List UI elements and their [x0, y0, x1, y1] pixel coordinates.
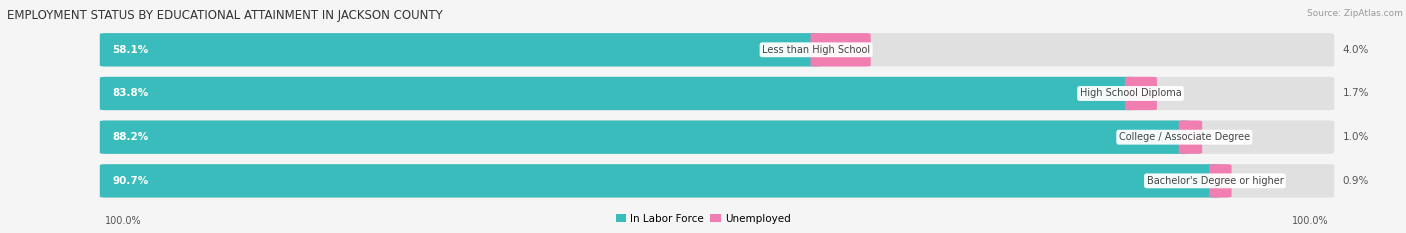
FancyBboxPatch shape [100, 120, 1189, 154]
Text: 58.1%: 58.1% [112, 45, 149, 55]
Text: Source: ZipAtlas.com: Source: ZipAtlas.com [1308, 9, 1403, 18]
FancyBboxPatch shape [100, 77, 1136, 110]
FancyBboxPatch shape [1125, 77, 1157, 110]
Text: 88.2%: 88.2% [112, 132, 149, 142]
FancyBboxPatch shape [100, 164, 1334, 198]
Text: College / Associate Degree: College / Associate Degree [1119, 132, 1250, 142]
FancyBboxPatch shape [100, 120, 1334, 154]
Text: 100.0%: 100.0% [1292, 216, 1329, 226]
Text: 4.0%: 4.0% [1343, 45, 1369, 55]
FancyBboxPatch shape [810, 33, 870, 66]
Text: High School Diploma: High School Diploma [1080, 89, 1181, 99]
Text: 90.7%: 90.7% [112, 176, 149, 186]
FancyBboxPatch shape [100, 33, 1334, 66]
Text: 1.7%: 1.7% [1343, 89, 1369, 99]
Text: Bachelor's Degree or higher: Bachelor's Degree or higher [1146, 176, 1284, 186]
Text: 0.9%: 0.9% [1343, 176, 1369, 186]
Text: 100.0%: 100.0% [105, 216, 142, 226]
FancyBboxPatch shape [100, 33, 821, 66]
FancyBboxPatch shape [1178, 120, 1202, 154]
Legend: In Labor Force, Unemployed: In Labor Force, Unemployed [612, 209, 794, 228]
FancyBboxPatch shape [100, 77, 1334, 110]
Text: Less than High School: Less than High School [762, 45, 870, 55]
FancyBboxPatch shape [100, 164, 1220, 198]
Text: 83.8%: 83.8% [112, 89, 149, 99]
Text: 1.0%: 1.0% [1343, 132, 1369, 142]
FancyBboxPatch shape [1209, 164, 1232, 198]
Text: EMPLOYMENT STATUS BY EDUCATIONAL ATTAINMENT IN JACKSON COUNTY: EMPLOYMENT STATUS BY EDUCATIONAL ATTAINM… [7, 9, 443, 22]
